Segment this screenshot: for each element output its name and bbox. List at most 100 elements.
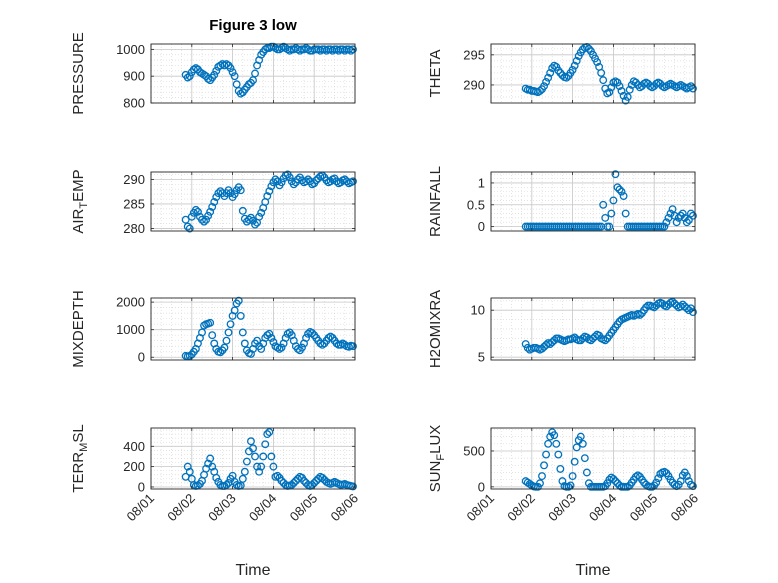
data-point <box>181 215 190 224</box>
data-point <box>349 342 357 351</box>
data-point <box>521 340 530 348</box>
y-axis-label: RAINFALL <box>427 166 444 237</box>
data-point <box>302 177 310 186</box>
data-point <box>676 211 685 220</box>
data-point <box>599 200 608 209</box>
data-point <box>623 482 632 491</box>
y-tick-label: 900 <box>123 69 145 84</box>
data-point <box>349 45 357 54</box>
data-point <box>277 476 286 485</box>
data-point <box>607 83 616 92</box>
y-tick-label: 5 <box>478 350 485 365</box>
series-markers <box>181 42 357 98</box>
data-point <box>240 467 249 476</box>
series-markers <box>521 428 697 491</box>
data-point <box>318 473 327 482</box>
data-point <box>564 482 573 491</box>
data-point <box>562 73 571 82</box>
data-point <box>631 472 640 481</box>
data-point <box>689 211 697 220</box>
data-point <box>601 336 610 345</box>
x-tick-label: 08/04 <box>246 491 280 525</box>
data-point <box>660 467 669 476</box>
data-point <box>672 218 681 227</box>
data-point <box>623 93 632 101</box>
axes-box <box>490 427 696 490</box>
data-point <box>686 82 695 91</box>
data-point <box>554 450 563 459</box>
data-point <box>576 432 585 441</box>
data-point <box>318 340 327 349</box>
x-tick-label: 08/05 <box>287 491 321 525</box>
data-point <box>572 56 581 65</box>
data-point <box>550 431 559 440</box>
y-tick-label: 10 <box>471 303 485 318</box>
data-point <box>654 474 663 483</box>
y-axis-label-part: PRESSURE <box>70 32 87 115</box>
data-point <box>222 480 231 489</box>
x-axis-label: Time <box>576 562 611 579</box>
data-point <box>293 345 302 353</box>
y-axis-label-part: SUN <box>427 461 444 493</box>
data-point <box>686 304 695 313</box>
data-point <box>247 349 255 358</box>
y-axis-label-part: THETA <box>427 49 444 97</box>
data-point <box>619 91 628 100</box>
data-point <box>300 476 308 485</box>
data-point <box>582 468 591 477</box>
series-markers <box>521 170 697 231</box>
data-point <box>275 345 284 353</box>
data-point <box>304 175 313 184</box>
data-point <box>206 454 215 463</box>
data-point <box>244 215 253 224</box>
plot-area <box>491 44 695 103</box>
y-tick-label: 280 <box>123 221 145 236</box>
data-point <box>536 87 544 95</box>
data-point <box>312 476 321 485</box>
data-point <box>251 452 259 461</box>
data-point <box>230 190 239 199</box>
data-point <box>568 472 577 481</box>
data-point <box>265 329 274 338</box>
data-point <box>269 462 278 471</box>
x-tick-label: 08/06 <box>668 491 702 525</box>
data-point <box>242 457 251 466</box>
data-point <box>540 82 548 91</box>
y-tick-label: 1000 <box>116 42 145 57</box>
data-point <box>619 192 628 200</box>
data-point <box>238 474 247 483</box>
data-point <box>251 220 259 229</box>
data-point <box>615 82 624 91</box>
data-point <box>326 332 335 341</box>
data-point <box>678 209 687 218</box>
y-tick-label: 400 <box>123 439 145 454</box>
y-tick-label: 1 <box>478 175 485 190</box>
data-point <box>267 452 276 461</box>
data-point <box>525 480 534 488</box>
data-point <box>625 85 634 94</box>
axes-box <box>150 297 356 361</box>
y-tick-label: 285 <box>123 196 145 211</box>
data-point <box>558 477 567 486</box>
data-point <box>198 328 206 337</box>
subplot-7: 0 200 400 TERRMSL 08/01 08/02 08/03 08/04 08/05 0… <box>70 424 361 579</box>
x-tick-label: 08/06 <box>328 491 362 525</box>
data-point <box>236 311 245 320</box>
y-axis-label-part: MIXDEPTH <box>70 290 87 368</box>
data-point <box>269 338 278 347</box>
data-point <box>349 482 357 491</box>
data-point <box>238 206 247 215</box>
data-point <box>228 68 237 77</box>
data-point <box>289 180 298 189</box>
series-markers <box>181 170 357 233</box>
y-axis-label: TERRMSL <box>70 424 90 492</box>
data-point <box>544 73 553 82</box>
data-point <box>277 343 286 352</box>
chart-title: Figure 3 low <box>209 17 297 34</box>
data-point <box>611 477 620 486</box>
data-point <box>554 66 563 75</box>
data-point <box>289 478 298 487</box>
data-point <box>267 182 276 191</box>
data-point <box>240 339 249 348</box>
data-point <box>285 173 294 182</box>
